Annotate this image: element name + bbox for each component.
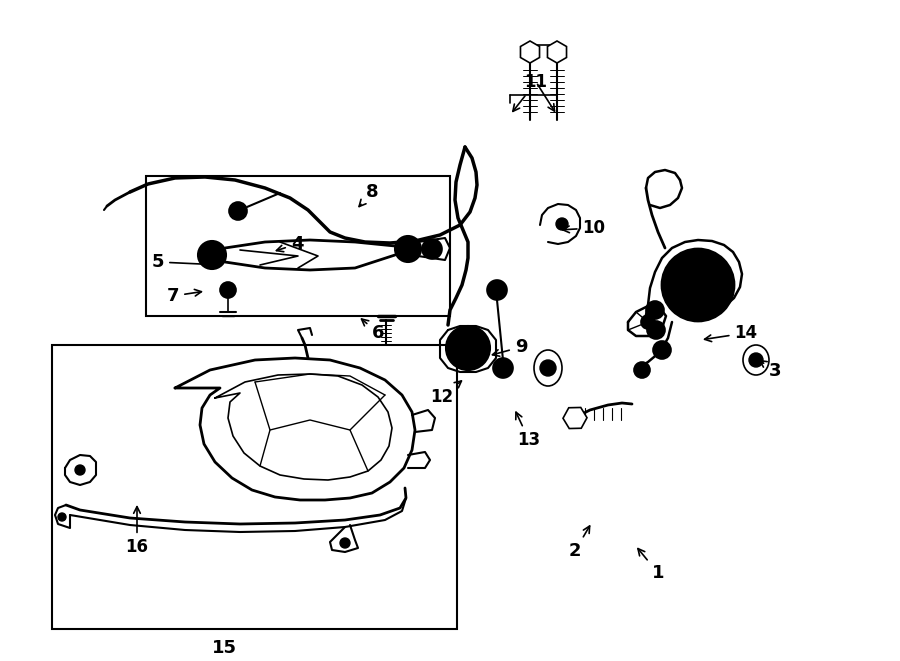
Text: 9: 9 [492,338,527,356]
Circle shape [540,360,556,376]
Circle shape [229,202,247,220]
Text: 15: 15 [212,639,237,657]
Ellipse shape [534,350,562,386]
Circle shape [446,326,490,370]
Circle shape [340,538,350,548]
Text: 11: 11 [513,73,547,111]
Text: 10: 10 [562,219,606,237]
Bar [146,176,450,316]
Ellipse shape [743,345,769,375]
Circle shape [75,465,85,475]
Circle shape [220,282,236,298]
Circle shape [634,362,650,378]
Circle shape [678,265,718,305]
Circle shape [641,315,655,329]
Text: 8: 8 [359,183,378,206]
Circle shape [749,353,763,367]
Circle shape [647,321,665,339]
Circle shape [556,218,568,230]
Bar [52,345,457,629]
Text: 3: 3 [760,361,781,380]
Circle shape [646,301,664,319]
Circle shape [395,236,421,262]
Text: 5: 5 [152,253,218,271]
Circle shape [198,241,226,269]
Text: 1: 1 [638,549,664,582]
Circle shape [653,341,671,359]
Text: 16: 16 [125,506,148,556]
Circle shape [487,280,507,300]
Text: 14: 14 [705,324,758,342]
Text: 6: 6 [362,319,384,342]
Circle shape [58,513,66,521]
Circle shape [458,338,478,358]
Circle shape [493,358,513,378]
Circle shape [662,249,734,321]
Text: 13: 13 [516,412,541,449]
Text: 2: 2 [569,526,590,560]
Circle shape [422,239,442,259]
Text: 12: 12 [430,381,462,406]
Text: 4: 4 [276,235,303,253]
Text: 7: 7 [166,287,202,305]
